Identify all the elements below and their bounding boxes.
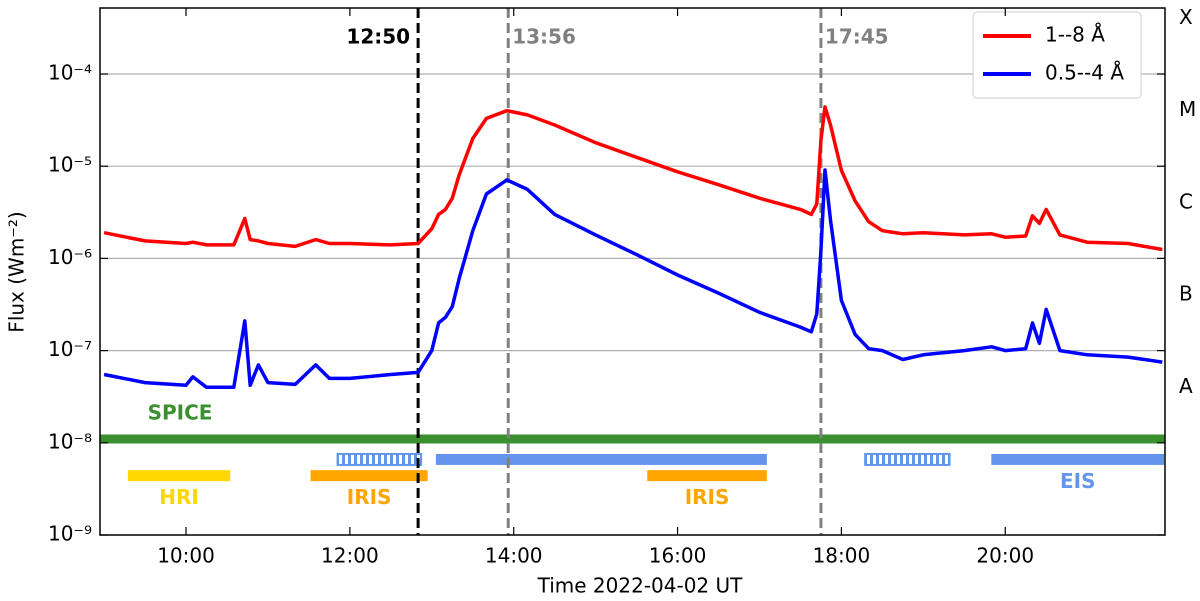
instrument-label: SPICE	[148, 400, 213, 424]
y2-tick-label: X	[1179, 5, 1193, 29]
legend-label: 0.5--4 Å	[1045, 61, 1124, 85]
x-tick-label: 16:00	[649, 544, 707, 568]
instrument-label: HRI	[159, 485, 199, 509]
instrument-bar	[991, 453, 1165, 465]
event-label: 13:56	[512, 25, 576, 49]
instrument-bar	[310, 470, 428, 482]
plot-area	[100, 8, 1165, 535]
instrument-bar	[864, 452, 951, 466]
x-tick-label: 10:00	[157, 544, 215, 568]
instrument-bar	[647, 470, 767, 482]
y-tick-label: 10⁻⁹	[48, 522, 92, 546]
x-tick-label: 20:00	[976, 544, 1034, 568]
event-label: 12:50	[346, 25, 410, 49]
legend-label: 1--8 Å	[1045, 23, 1105, 47]
instrument-bar	[127, 470, 231, 482]
y-tick-label: 10⁻⁸	[48, 429, 92, 453]
legend-box	[972, 11, 1142, 99]
y2-tick-label: A	[1179, 374, 1193, 398]
y-tick-label: 10⁻⁷	[48, 337, 92, 361]
y2-tick-label: M	[1179, 97, 1196, 121]
y-tick-label: 10⁻⁶	[48, 245, 92, 269]
instrument-bar	[100, 434, 1165, 444]
y-tick-label: 10⁻⁵	[48, 153, 92, 177]
y-tick-label: 10⁻⁴	[48, 61, 92, 85]
legend: 1--8 Å 0.5--4 Å	[972, 11, 1142, 99]
y2-tick-label: B	[1179, 282, 1193, 306]
instrument-label: IRIS	[685, 485, 730, 509]
instrument-label: IRIS	[347, 485, 392, 509]
instrument-label: EIS	[1060, 469, 1096, 493]
series-line	[103, 105, 1163, 252]
plot-frame	[99, 7, 1166, 536]
y2-tick-label: C	[1179, 189, 1193, 213]
x-tick-label: 18:00	[813, 544, 871, 568]
x-tick-label: 14:00	[485, 544, 543, 568]
instrument-bar	[336, 452, 423, 466]
event-label: 17:45	[825, 25, 889, 49]
x-tick-label: 12:00	[321, 544, 379, 568]
y-axis-label: Flux (Wm⁻²)	[5, 211, 29, 332]
x-axis-label: Time 2022-04-02 UT	[537, 574, 744, 598]
instrument-bar	[435, 453, 767, 465]
series-line	[103, 168, 1163, 390]
